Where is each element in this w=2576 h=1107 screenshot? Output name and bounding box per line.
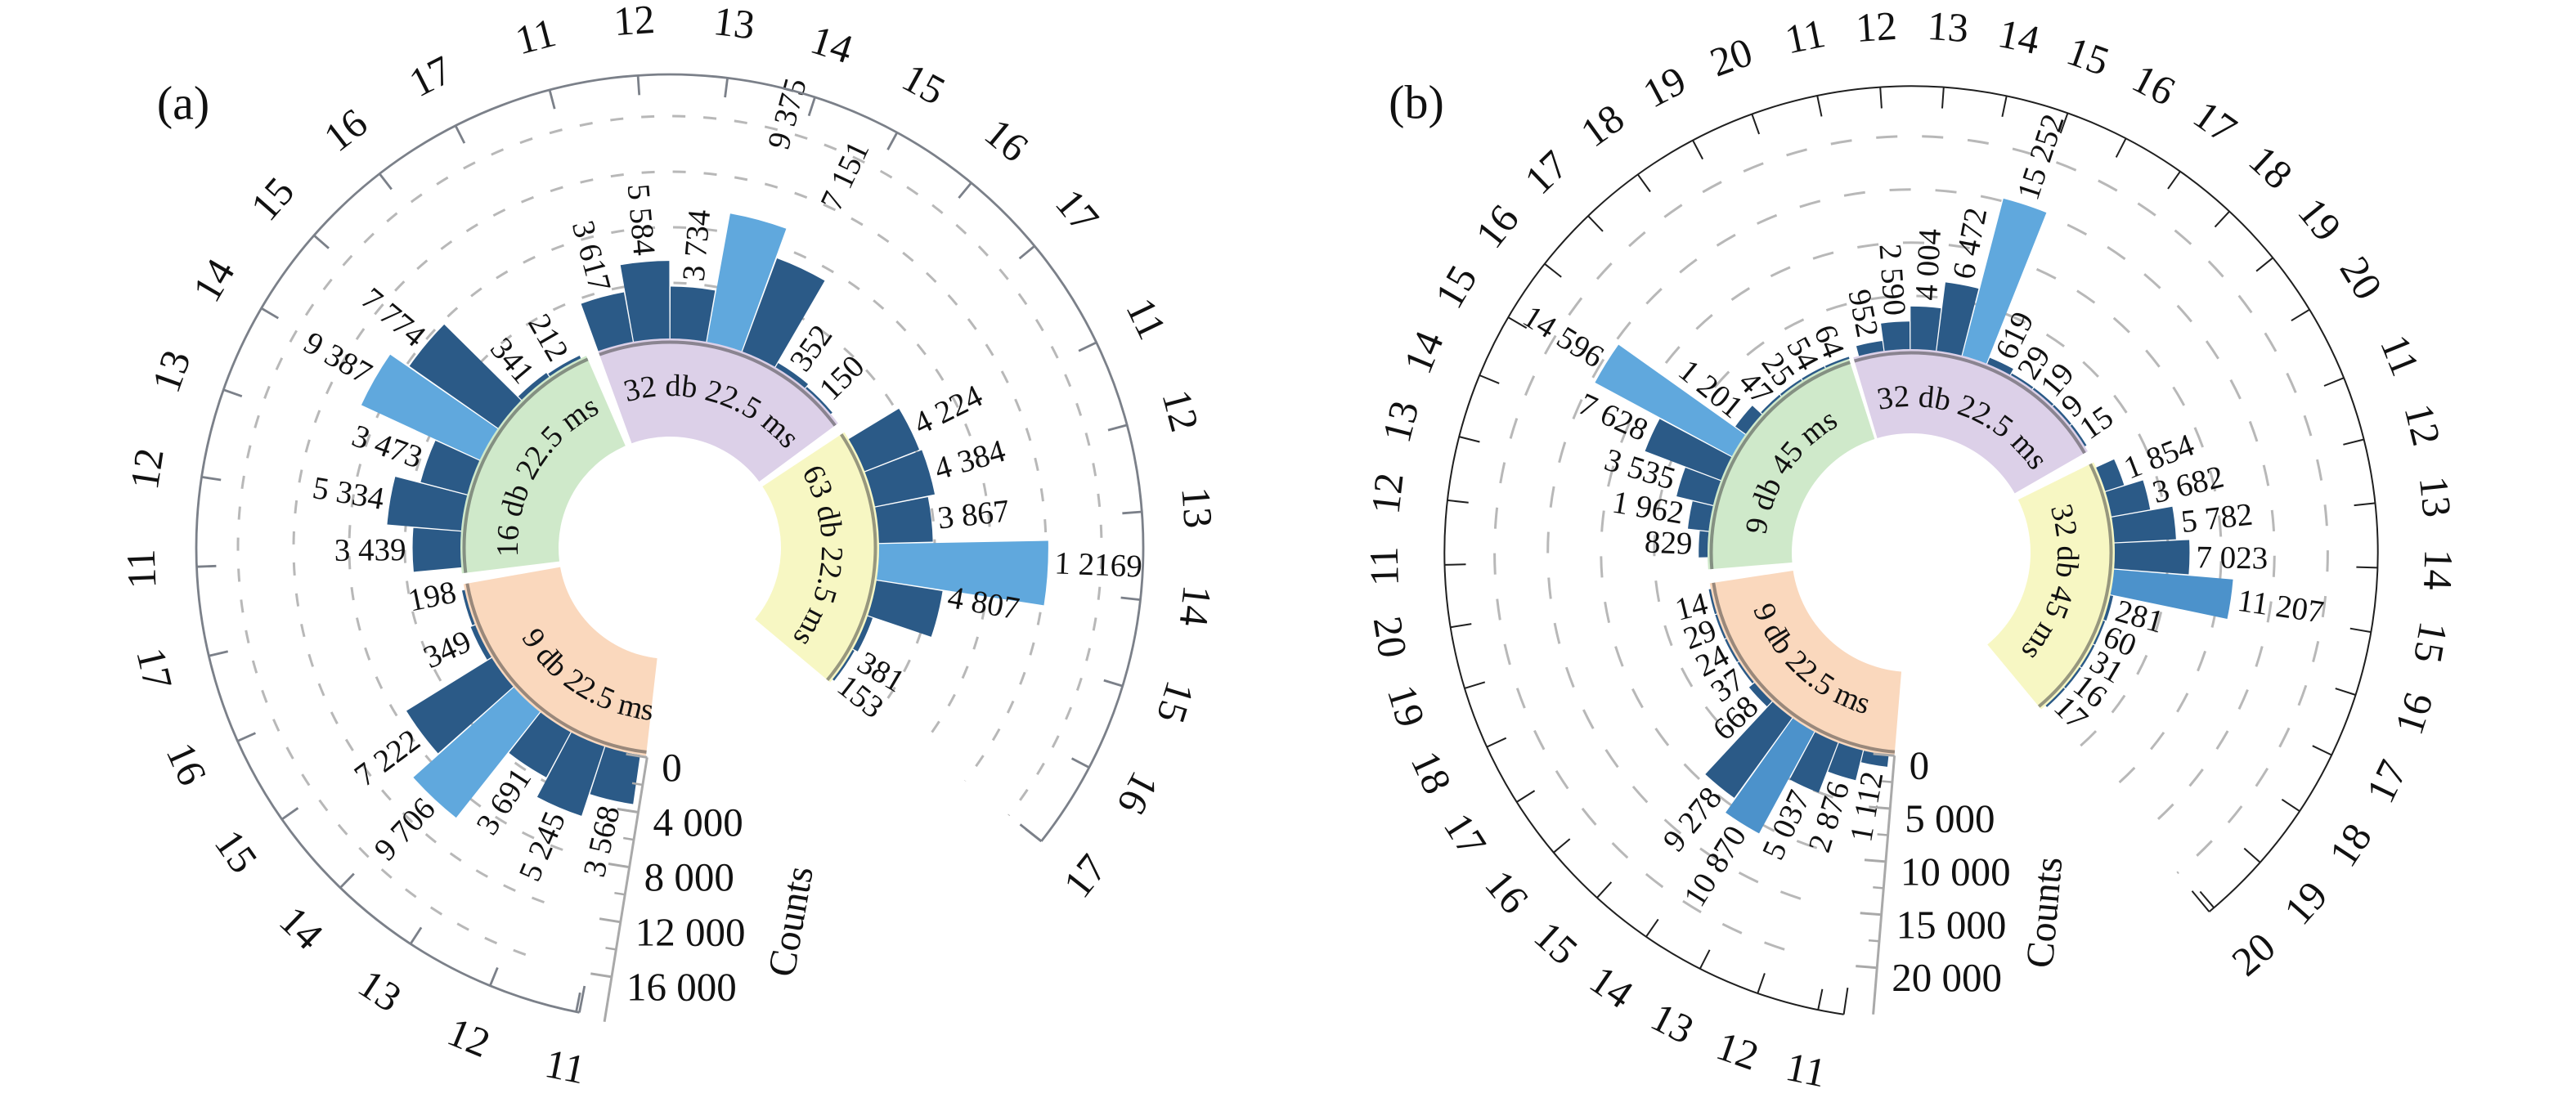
svg-text:Counts: Counts — [2018, 855, 2071, 970]
svg-text:12: 12 — [613, 0, 657, 44]
svg-text:12 000: 12 000 — [635, 909, 746, 954]
svg-text:5 782: 5 782 — [2179, 497, 2255, 540]
svg-text:14: 14 — [2415, 549, 2462, 591]
svg-text:13: 13 — [2411, 474, 2461, 520]
svg-text:13: 13 — [1173, 486, 1222, 530]
svg-text:11: 11 — [1361, 546, 1407, 587]
svg-text:11: 11 — [1782, 1043, 1829, 1096]
svg-text:11: 11 — [1781, 10, 1829, 63]
svg-text:4 004: 4 004 — [1909, 228, 1948, 302]
svg-text:11: 11 — [118, 549, 165, 589]
svg-text:13: 13 — [711, 0, 757, 48]
svg-text:11: 11 — [541, 1040, 589, 1092]
svg-text:12: 12 — [121, 445, 173, 492]
svg-text:13: 13 — [1926, 2, 1970, 51]
svg-text:829: 829 — [1644, 524, 1693, 561]
svg-text:3 734: 3 734 — [676, 208, 718, 282]
svg-text:0: 0 — [1910, 743, 1930, 788]
svg-text:10 000: 10 000 — [1901, 849, 2011, 894]
svg-text:(a): (a) — [157, 77, 209, 130]
svg-text:12: 12 — [1854, 2, 1898, 51]
svg-text:15 000: 15 000 — [1896, 902, 2007, 947]
svg-text:14: 14 — [1995, 10, 2044, 63]
svg-text:15: 15 — [2405, 618, 2457, 666]
svg-text:16 000: 16 000 — [626, 964, 737, 1009]
svg-text:17: 17 — [128, 643, 182, 693]
svg-text:5 000: 5 000 — [1905, 796, 1995, 841]
svg-text:3 439: 3 439 — [334, 532, 406, 568]
svg-text:4 000: 4 000 — [653, 800, 743, 845]
svg-text:2 590: 2 590 — [1872, 243, 1912, 317]
svg-text:20: 20 — [1365, 613, 1416, 661]
svg-text:14: 14 — [1171, 583, 1221, 629]
svg-text:(b): (b) — [1389, 76, 1444, 129]
svg-text:7 023: 7 023 — [2196, 540, 2268, 576]
svg-text:8 000: 8 000 — [644, 854, 734, 899]
svg-text:12: 12 — [1362, 471, 1411, 517]
svg-text:5 584: 5 584 — [621, 182, 662, 257]
svg-text:0: 0 — [662, 745, 682, 790]
svg-text:3 867: 3 867 — [936, 493, 1011, 536]
svg-text:20 000: 20 000 — [1892, 955, 2002, 1000]
svg-text:1 2169: 1 2169 — [1054, 545, 1143, 584]
